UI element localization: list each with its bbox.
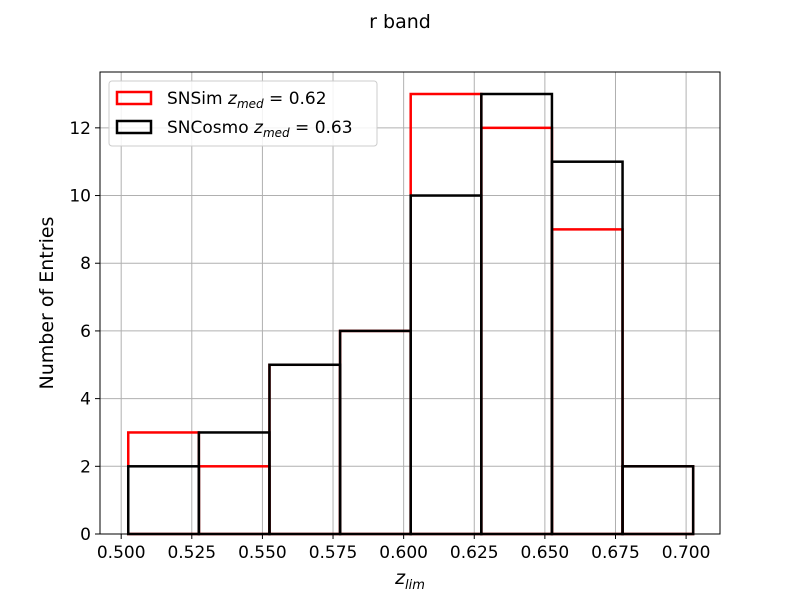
legend: SNSim zmed = 0.62 SNCosmo zmed = 0.63 [108, 80, 378, 147]
x-axis-label-sub: lim [405, 578, 425, 593]
x-tick-label: 0.625 [450, 543, 499, 563]
x-tick-label: 0.500 [97, 543, 146, 563]
legend-frame [108, 80, 378, 147]
histogram-bar [197, 431, 271, 536]
histogram-bar [621, 465, 695, 536]
legend-swatch [115, 90, 153, 106]
histogram-series [126, 92, 695, 536]
legend-label: SNCosmo zmed = 0.63 [167, 118, 353, 140]
plot-frame [99, 71, 721, 535]
x-tick-label: 0.550 [238, 543, 287, 563]
y-tick-label: 0 [80, 525, 91, 545]
x-tick-label: 0.525 [167, 543, 216, 563]
histogram-bar [126, 465, 201, 536]
x-axis-ticks: 0.500 0.525 0.550 0.575 0.600 0.625 0.650 0.675… [97, 534, 711, 563]
y-tick-label: 8 [80, 254, 91, 274]
x-tick-label: 0.675 [591, 543, 640, 563]
histogram-bar [268, 363, 342, 536]
x-tick-label: 0.600 [379, 543, 428, 563]
x-axis-label: zlim [394, 567, 425, 593]
histogram-bar [480, 92, 554, 536]
histogram-bar [126, 431, 201, 536]
legend-entries: SNSim zmed = 0.62 SNCosmo zmed = 0.63 [115, 89, 353, 140]
y-tick-label: 6 [80, 322, 91, 342]
y-axis-ticks: 0 2 4 6 8 10 12 [69, 119, 100, 545]
histogram-bar [338, 329, 412, 536]
histogram-bar [550, 160, 624, 536]
histogram-bar [409, 194, 483, 536]
histogram-bar [268, 363, 342, 536]
x-axis-label-base: z [394, 567, 406, 589]
legend-label: SNSim zmed = 0.62 [167, 89, 327, 111]
histogram-bar [550, 228, 624, 536]
y-axis-label: Number of Entries [36, 217, 58, 390]
y-tick-label: 12 [69, 119, 91, 139]
y-tick-label: 10 [69, 187, 91, 207]
histogram-bar [409, 92, 483, 536]
histogram-bar [338, 329, 412, 536]
chart-title: r band [369, 11, 431, 33]
y-tick-label: 4 [80, 390, 91, 410]
histogram-bar [197, 465, 271, 536]
histogram-bar [621, 465, 695, 536]
x-tick-label: 0.650 [521, 543, 570, 563]
x-tick-label: 0.575 [309, 543, 358, 563]
y-tick-label: 2 [80, 457, 91, 477]
x-tick-label: 0.700 [662, 543, 711, 563]
legend-swatch [115, 119, 153, 135]
